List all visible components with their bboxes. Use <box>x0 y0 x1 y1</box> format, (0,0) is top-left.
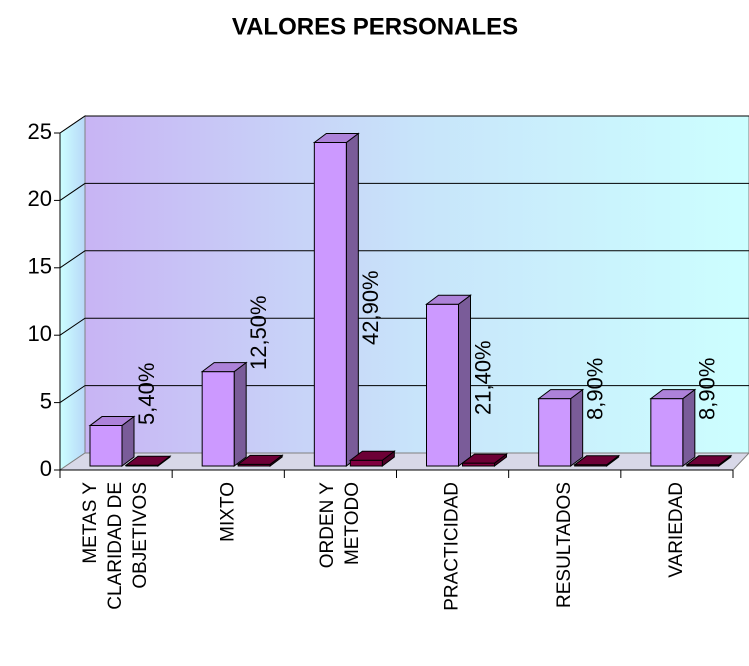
bar <box>312 132 360 467</box>
bar-front <box>313 141 347 467</box>
bar-top <box>425 294 472 305</box>
x-tick-label: OBJETIVOS <box>130 482 151 589</box>
bar-front <box>538 398 572 467</box>
bar-top <box>200 362 248 373</box>
grid-line <box>59 182 749 201</box>
bar-top <box>312 132 360 143</box>
side-wall <box>59 115 86 471</box>
y-tick-label: 5 <box>40 388 52 413</box>
data-label: 8,90% <box>582 358 607 420</box>
data-label: 21,40% <box>470 340 495 415</box>
bar <box>425 294 472 467</box>
bar-front <box>426 303 459 467</box>
bar-top <box>88 416 136 427</box>
bar-front <box>89 425 123 467</box>
x-tick-label: PRACTICIDAD <box>442 482 463 611</box>
bar <box>124 455 172 467</box>
bar-side <box>233 361 247 467</box>
x-tick-label: METAS Y <box>80 482 101 564</box>
bar <box>573 454 621 467</box>
bar-top <box>236 454 284 465</box>
bar <box>348 450 396 467</box>
y-tick-label: 25 <box>28 119 52 144</box>
bar <box>200 361 248 467</box>
bar-side <box>345 132 359 467</box>
bar-front <box>349 459 383 467</box>
bar <box>88 415 136 467</box>
x-tick-label: MIXTO <box>217 482 238 542</box>
y-tick-label: 15 <box>28 254 52 279</box>
bar-top <box>461 453 508 464</box>
x-tick-label: METODO <box>342 482 363 565</box>
bar-top <box>685 455 733 466</box>
bar <box>649 388 697 467</box>
bar-side <box>570 388 584 467</box>
chart-title: VALORES PERSONALES <box>232 13 518 40</box>
x-tick-label: CLARIDAD DE <box>105 482 126 610</box>
bar-top <box>649 389 697 400</box>
data-label: 8,90% <box>695 358 720 420</box>
bar-side <box>458 294 471 467</box>
bar-top <box>537 389 585 400</box>
bar <box>537 388 585 467</box>
bar <box>461 453 508 467</box>
bar-top <box>573 455 621 466</box>
bar-front <box>201 371 235 467</box>
grid-line <box>59 250 749 269</box>
back-wall <box>84 115 749 454</box>
bar <box>685 454 733 467</box>
y-tick-label: 0 <box>40 456 52 481</box>
y-tick-label: 10 <box>28 321 52 346</box>
grid-line <box>59 317 749 336</box>
data-label: 12,50% <box>246 295 271 370</box>
bar-side <box>682 388 696 467</box>
bar-front <box>650 398 684 467</box>
data-label: 5,40% <box>134 363 159 425</box>
grid-line <box>59 115 749 134</box>
x-tick-label: RESULTADOS <box>554 482 575 608</box>
bar-top <box>348 450 396 461</box>
x-tick-label: ORDEN Y <box>317 482 338 569</box>
bar-top <box>124 455 172 466</box>
grid-line <box>59 385 749 404</box>
y-tick-label: 20 <box>28 186 52 211</box>
data-label: 42,90% <box>358 270 383 345</box>
bar <box>236 454 284 467</box>
x-tick-label: VARIEDAD <box>666 482 687 578</box>
